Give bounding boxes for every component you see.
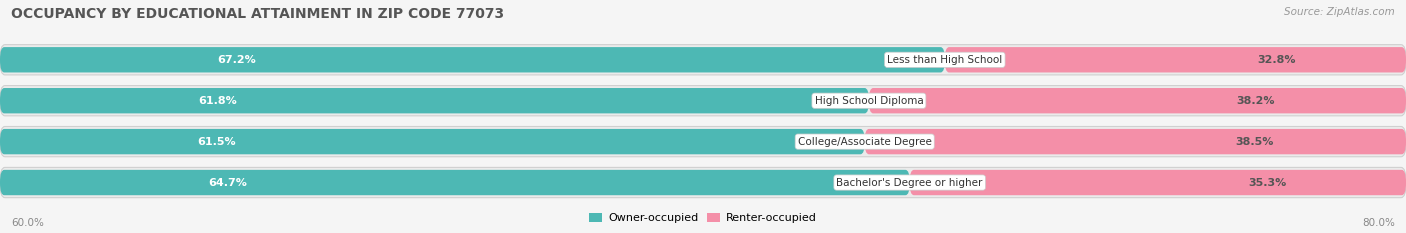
FancyBboxPatch shape bbox=[0, 167, 1406, 198]
Text: 38.5%: 38.5% bbox=[1236, 137, 1274, 147]
FancyBboxPatch shape bbox=[0, 127, 1406, 157]
FancyBboxPatch shape bbox=[869, 88, 1406, 113]
FancyBboxPatch shape bbox=[945, 47, 1406, 72]
FancyBboxPatch shape bbox=[0, 170, 910, 195]
FancyBboxPatch shape bbox=[0, 88, 869, 113]
FancyBboxPatch shape bbox=[0, 129, 865, 154]
FancyBboxPatch shape bbox=[910, 170, 1406, 195]
Text: Less than High School: Less than High School bbox=[887, 55, 1002, 65]
Text: 61.5%: 61.5% bbox=[197, 137, 235, 147]
Text: High School Diploma: High School Diploma bbox=[814, 96, 924, 106]
Text: 67.2%: 67.2% bbox=[217, 55, 256, 65]
Text: 60.0%: 60.0% bbox=[11, 218, 44, 228]
Text: OCCUPANCY BY EDUCATIONAL ATTAINMENT IN ZIP CODE 77073: OCCUPANCY BY EDUCATIONAL ATTAINMENT IN Z… bbox=[11, 7, 505, 21]
Text: 61.8%: 61.8% bbox=[198, 96, 236, 106]
Text: College/Associate Degree: College/Associate Degree bbox=[797, 137, 932, 147]
Legend: Owner-occupied, Renter-occupied: Owner-occupied, Renter-occupied bbox=[585, 208, 821, 227]
FancyBboxPatch shape bbox=[0, 47, 945, 72]
Text: 35.3%: 35.3% bbox=[1249, 178, 1286, 188]
Text: Source: ZipAtlas.com: Source: ZipAtlas.com bbox=[1284, 7, 1395, 17]
Text: Bachelor's Degree or higher: Bachelor's Degree or higher bbox=[837, 178, 983, 188]
FancyBboxPatch shape bbox=[0, 86, 1406, 116]
FancyBboxPatch shape bbox=[865, 129, 1406, 154]
FancyBboxPatch shape bbox=[0, 45, 1406, 75]
Text: 32.8%: 32.8% bbox=[1257, 55, 1296, 65]
Text: 38.2%: 38.2% bbox=[1236, 96, 1275, 106]
Text: 64.7%: 64.7% bbox=[208, 178, 247, 188]
Text: 80.0%: 80.0% bbox=[1362, 218, 1395, 228]
